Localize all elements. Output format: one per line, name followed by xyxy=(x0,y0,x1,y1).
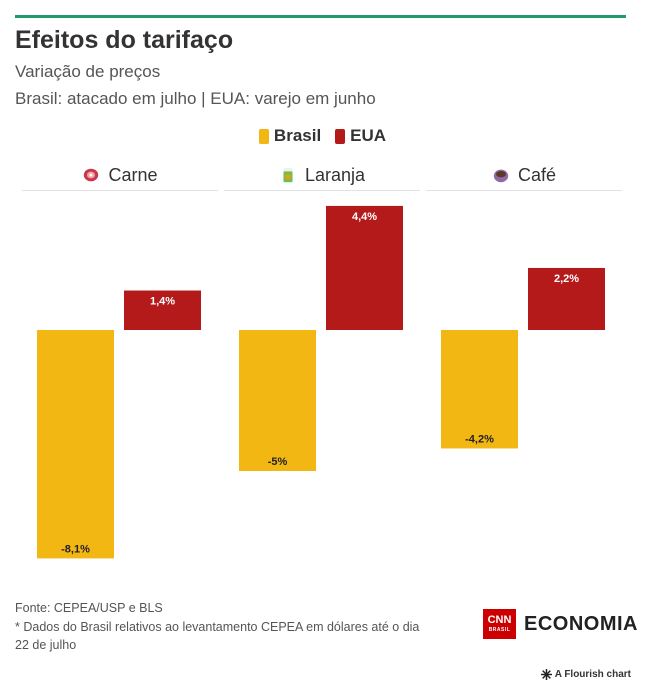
data-label-eua-café: 2,2% xyxy=(554,273,579,285)
data-label-eua-laranja: 4,4% xyxy=(352,211,377,223)
panel-label-carne: Carne xyxy=(108,164,158,185)
legend: Brasil EUA xyxy=(0,126,645,146)
bar-eua-café[interactable] xyxy=(528,267,605,330)
chart-title: Efeitos do tarifaço xyxy=(15,26,234,54)
flourish-icon xyxy=(540,669,552,680)
panel-header-laranja: Laranja xyxy=(224,160,420,190)
orange-juice-icon xyxy=(283,168,293,183)
legend-label-brasil: Brasil xyxy=(273,126,322,145)
brand-logo: CNN BRASIL ECONOMIA xyxy=(483,609,638,639)
legend-swatch-eua xyxy=(335,128,346,144)
data-label-eua-carne: 1,4% xyxy=(150,296,175,308)
bar-brasil-carne[interactable] xyxy=(37,330,114,559)
data-label-brasil-carne: -8,1% xyxy=(61,543,90,555)
footnote-line-2: 22 de julho xyxy=(15,638,77,652)
cnn-logo-text: CNN xyxy=(487,614,512,626)
economia-logo-text: ECONOMIA xyxy=(524,612,638,635)
bar-eua-laranja[interactable] xyxy=(326,205,403,330)
panel-divider xyxy=(224,190,420,191)
panel-header-cafe: Café xyxy=(426,160,622,190)
flourish-credit-text: A Flourish chart xyxy=(554,669,631,680)
legend-item-eua[interactable]: EUA xyxy=(335,126,386,146)
source-note: Fonte: CEPEA/USP e BLS xyxy=(15,601,163,615)
footnote-line-1: * Dados do Brasil relativos ao levantame… xyxy=(15,620,420,634)
chart-subtitle-2: Brasil: atacado em julho | EUA: varejo e… xyxy=(15,89,376,108)
chart-subtitle: Variação de preços xyxy=(15,62,161,81)
bar-brasil-laranja[interactable] xyxy=(239,330,316,471)
meat-icon xyxy=(84,168,99,182)
cnn-logo: CNN BRASIL xyxy=(483,609,516,639)
panel-header-carne: Carne xyxy=(22,160,218,190)
bar-brasil-café[interactable] xyxy=(441,330,518,449)
panel-divider xyxy=(426,190,622,191)
panel-divider xyxy=(22,190,218,191)
panel-label-cafe: Café xyxy=(517,164,557,185)
top-rule xyxy=(15,15,626,18)
panel-label-laranja: Laranja xyxy=(304,164,366,185)
data-label-brasil-café: -4,2% xyxy=(465,433,494,445)
legend-item-brasil[interactable]: Brasil xyxy=(258,126,322,146)
legend-label-eua: EUA xyxy=(350,126,387,145)
cnn-logo-subtext: BRASIL xyxy=(488,627,511,633)
coffee-icon xyxy=(493,169,509,183)
data-label-brasil-laranja: -5% xyxy=(268,456,288,468)
legend-swatch-brasil xyxy=(258,128,269,144)
bar-eua-carne[interactable] xyxy=(124,290,201,330)
flourish-credit[interactable]: A Flourish chart xyxy=(540,669,631,680)
